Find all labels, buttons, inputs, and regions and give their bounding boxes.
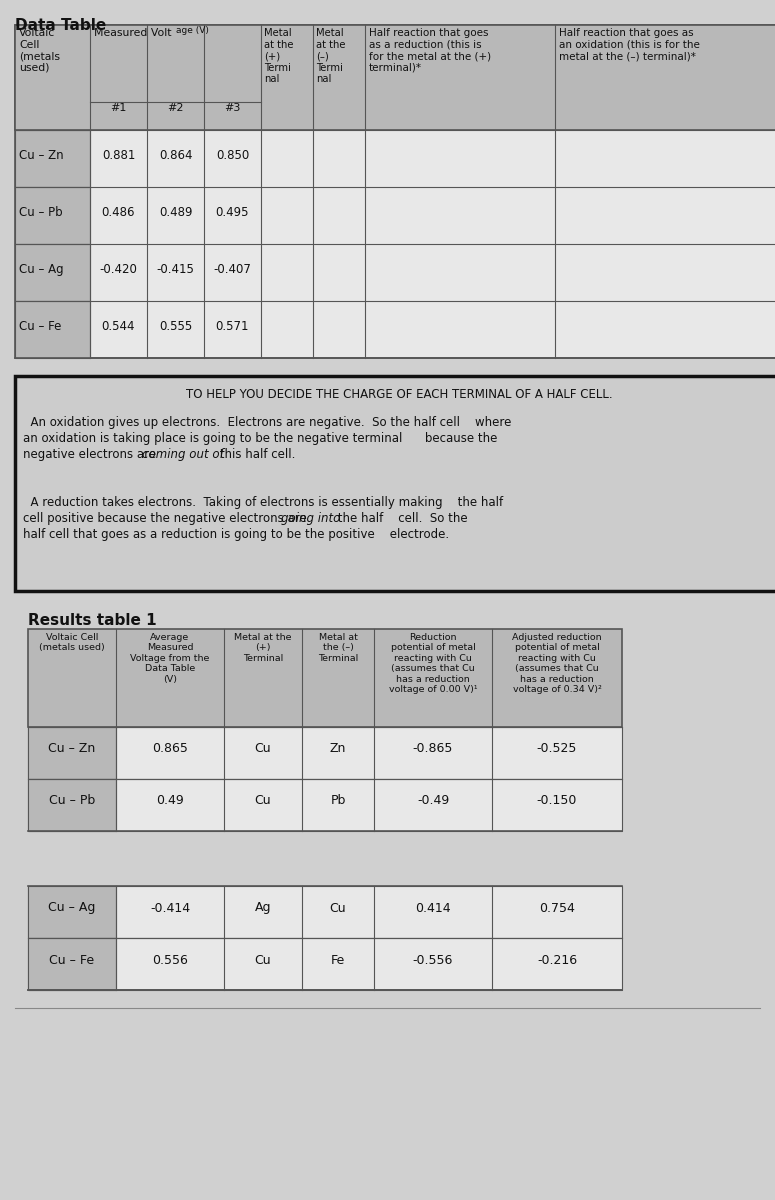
Text: 0.864: 0.864 [159,149,192,162]
Text: 0.544: 0.544 [102,320,136,332]
Text: An oxidation gives up electrons.  Electrons are negative.  So the half cell    w: An oxidation gives up electrons. Electro… [23,416,512,428]
Text: Metal
at the
(–)
Termi
nal: Metal at the (–) Termi nal [316,28,346,84]
Text: 0.754: 0.754 [539,901,575,914]
Text: 0.49: 0.49 [156,794,184,808]
Text: A reduction takes electrons.  Taking of electrons is essentially making    the h: A reduction takes electrons. Taking of e… [23,496,503,509]
Text: Half reaction that goes
as a reduction (this is
for the metal at the (+)
termina: Half reaction that goes as a reduction (… [369,28,491,73]
Text: Cu – Pb: Cu – Pb [49,794,95,808]
Text: Cu – Pb: Cu – Pb [19,206,63,218]
Text: 0.489: 0.489 [159,206,192,218]
Text: Cu – Zn: Cu – Zn [48,743,95,756]
Text: Cu – Ag: Cu – Ag [48,901,95,914]
Bar [15,25,775,130]
Text: Cu: Cu [255,794,271,808]
Text: Cu – Fe: Cu – Fe [50,954,95,966]
Text: 0.556: 0.556 [152,954,188,966]
Text: Cu – Fe: Cu – Fe [19,320,61,332]
Text: age (V): age (V) [176,26,209,35]
Text: this half cell.: this half cell. [216,448,295,461]
Bar [28,886,116,938]
Text: #3: #3 [224,103,241,113]
Text: Cu: Cu [255,743,271,756]
Text: 0.486: 0.486 [102,206,136,218]
Text: 0.881: 0.881 [102,149,135,162]
Text: -0.216: -0.216 [537,954,577,966]
Text: going into: going into [281,512,340,526]
Bar [15,187,90,244]
Text: -0.49: -0.49 [417,794,450,808]
Text: Data Table: Data Table [15,18,106,32]
Text: Metal at the
(+)
Terminal: Metal at the (+) Terminal [234,634,291,662]
Text: 0.414: 0.414 [415,901,451,914]
Bar [15,25,775,358]
Text: #1: #1 [110,103,126,113]
Text: Measured Volt: Measured Volt [94,28,171,38]
Text: Metal at
the (–)
Terminal: Metal at the (–) Terminal [318,634,358,662]
Text: Reduction
potential of metal
reacting with Cu
(assumes that Cu
has a reduction
v: Reduction potential of metal reacting wi… [389,634,477,694]
Text: TO HELP YOU DECIDE THE CHARGE OF EACH TERMINAL OF A HALF CELL.: TO HELP YOU DECIDE THE CHARGE OF EACH TE… [186,388,612,401]
Text: Cu – Zn: Cu – Zn [19,149,64,162]
Text: Voltaic Cell
(metals used): Voltaic Cell (metals used) [39,634,105,653]
Text: -0.525: -0.525 [537,743,577,756]
Text: Voltaic
Cell
(metals
used): Voltaic Cell (metals used) [19,28,60,73]
Text: Results table 1: Results table 1 [28,613,157,628]
Text: Metal
at the
(+)
Termi
nal: Metal at the (+) Termi nal [264,28,294,84]
Text: Adjusted reduction
potential of metal
reacting with Cu
(assumes that Cu
has a re: Adjusted reduction potential of metal re… [512,634,602,694]
Text: -0.407: -0.407 [214,263,251,276]
Text: Cu – Ag: Cu – Ag [19,263,64,276]
Text: 0.571: 0.571 [215,320,250,332]
Text: Pb: Pb [330,794,346,808]
Text: Ag: Ag [255,901,271,914]
Bar [28,886,622,938]
Text: Zn: Zn [330,743,346,756]
Bar [15,130,90,187]
Bar [28,779,622,830]
Text: Cu: Cu [329,901,346,914]
Bar [28,727,116,779]
Text: 0.865: 0.865 [152,743,188,756]
Bar [15,301,90,358]
Text: -0.556: -0.556 [413,954,453,966]
Bar [28,779,116,830]
Text: -0.414: -0.414 [150,901,190,914]
Text: Average
Measured
Voltage from the
Data Table
(V): Average Measured Voltage from the Data T… [130,634,210,684]
Text: 0.850: 0.850 [216,149,249,162]
Text: -0.415: -0.415 [157,263,195,276]
Bar [15,376,775,590]
Text: cell positive because the negative electrons are: cell positive because the negative elect… [23,512,322,526]
Text: Fe: Fe [331,954,345,966]
Text: Half reaction that goes as
an oxidation (this is for the
metal at the (–) termin: Half reaction that goes as an oxidation … [559,28,700,61]
Text: negative electrons are: negative electrons are [23,448,160,461]
Bar [28,938,622,990]
Bar [15,244,90,301]
Text: -0.865: -0.865 [413,743,453,756]
Text: Cu: Cu [255,954,271,966]
Text: 0.495: 0.495 [215,206,250,218]
Bar [28,938,116,990]
Text: coming out of: coming out of [142,448,224,461]
Text: the half    cell.  So the: the half cell. So the [334,512,467,526]
Text: -0.150: -0.150 [537,794,577,808]
Text: half cell that goes as a reduction is going to be the positive    electrode.: half cell that goes as a reduction is go… [23,528,449,541]
Bar [28,727,622,779]
Text: #2: #2 [167,103,184,113]
Text: -0.420: -0.420 [99,263,137,276]
Bar [28,629,622,727]
Text: 0.555: 0.555 [159,320,192,332]
Text: an oxidation is taking place is going to be the negative terminal      because t: an oxidation is taking place is going to… [23,432,498,445]
